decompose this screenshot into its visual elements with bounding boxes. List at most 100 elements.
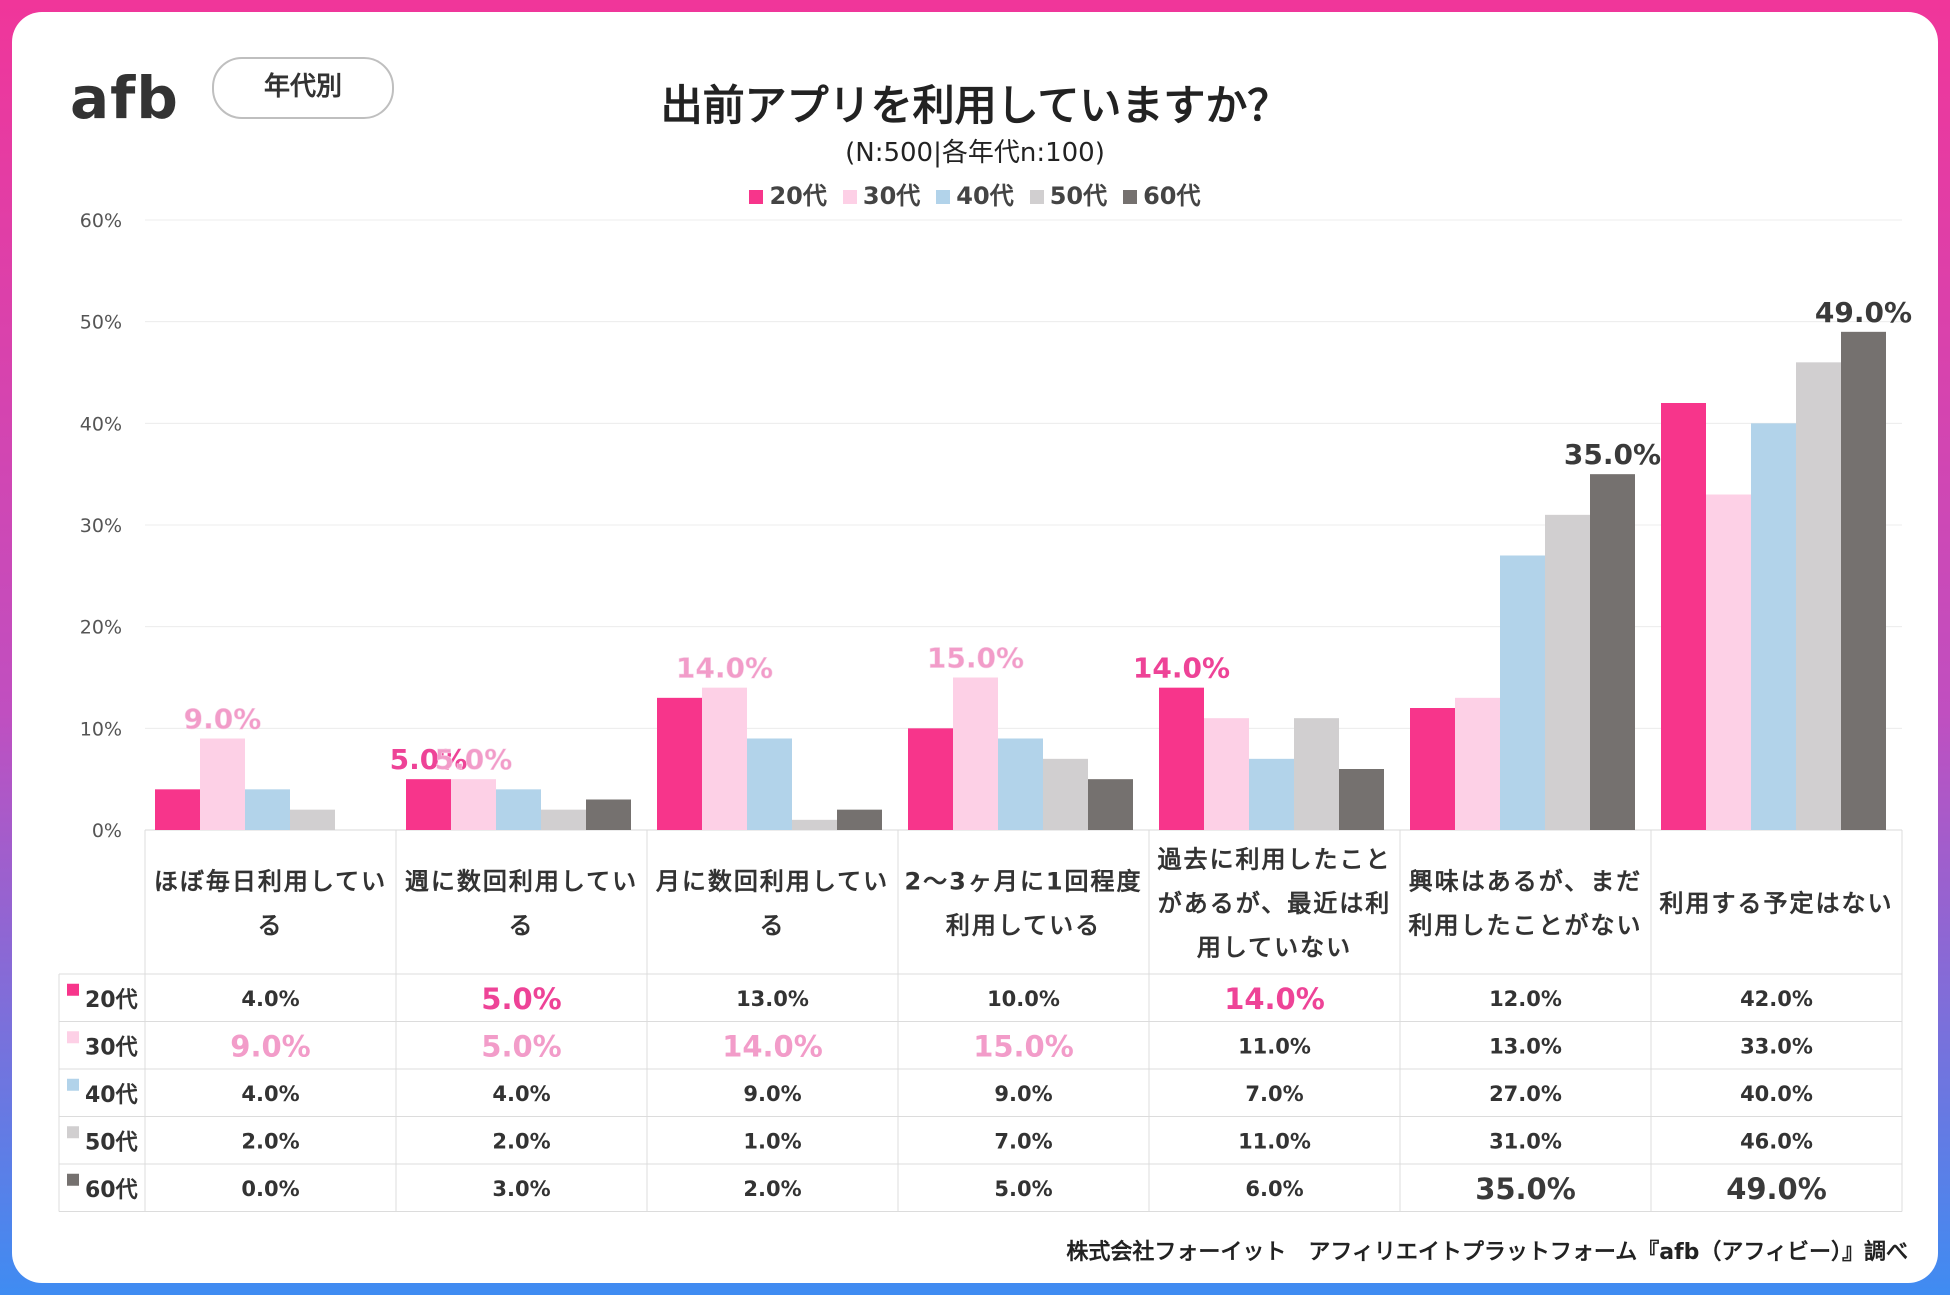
chart-card: afb 年代別 出前アプリを利用していますか？ (N:500|各年代n:100)…: [12, 12, 1938, 1283]
table-row-label: 40代: [85, 1083, 138, 1108]
category-label: る: [509, 912, 535, 940]
table-cell: 9.0%: [230, 1029, 310, 1063]
bar-40代: [496, 789, 541, 830]
table-cell: 13.0%: [736, 987, 809, 1011]
table-cell: 14.0%: [722, 1029, 823, 1063]
bar-20代: [1410, 708, 1455, 830]
legend-item-20代: 20代: [749, 176, 827, 211]
category-label: 利用している: [946, 912, 1101, 940]
legend-item-30代: 30代: [842, 176, 920, 211]
category-label: があるが、最近は利: [1158, 890, 1392, 918]
table-cell: 40.0%: [1740, 1082, 1813, 1106]
category-label: ほぼ毎日利用してい: [154, 868, 387, 896]
table-cell: 7.0%: [994, 1129, 1052, 1153]
bar-50代: [290, 809, 335, 830]
table-cell: 4.0%: [241, 987, 299, 1011]
bar-60代: [1841, 331, 1886, 830]
table-cell: 12.0%: [1489, 987, 1562, 1011]
bar-30代: [702, 687, 747, 830]
legend: 20代 30代 40代 50代 60代: [12, 176, 1938, 211]
table-cell: 5.0%: [481, 982, 561, 1016]
bar-60代: [1339, 769, 1384, 830]
bar-30代: [200, 738, 245, 830]
bar-60代: [586, 799, 631, 830]
bar-50代: [1043, 758, 1088, 830]
legend-swatch: [1123, 190, 1138, 204]
legend-item-40代: 40代: [936, 176, 1014, 211]
table-row-label: 30代: [85, 1035, 138, 1060]
legend-swatch: [1029, 190, 1044, 204]
y-tick-label: 10%: [80, 718, 122, 740]
y-tick-label: 30%: [80, 515, 122, 537]
legend-label: 60代: [1143, 182, 1201, 210]
bar-20代: [1661, 403, 1706, 830]
bar-30代: [953, 677, 998, 830]
bar-60代: [837, 809, 882, 830]
bar-40代: [998, 738, 1043, 830]
bar-50代: [1796, 362, 1841, 830]
legend-label: 40代: [956, 182, 1014, 210]
y-tick-label: 60%: [80, 210, 122, 232]
table-swatch-40代: [67, 1078, 79, 1091]
table-cell: 5.0%: [481, 1029, 561, 1063]
data-label: 14.0%: [1133, 652, 1230, 685]
legend-label: 50代: [1049, 182, 1108, 210]
category-label: 2～3ヶ月に1回程度: [904, 868, 1142, 896]
age-group-tag: 年代別: [212, 57, 394, 119]
table-cell: 13.0%: [1489, 1034, 1562, 1058]
category-label: 過去に利用したこと: [1158, 846, 1392, 874]
bar-60代: [1590, 474, 1635, 830]
chart-title: 出前アプリを利用していますか？: [660, 81, 1290, 130]
data-label: 5.0%: [435, 743, 513, 776]
data-label: 9.0%: [184, 703, 262, 736]
bar-20代: [1159, 687, 1204, 830]
category-label: 月に数回利用してい: [655, 868, 889, 896]
category-label: る: [258, 912, 284, 940]
table-cell: 6.0%: [1245, 1177, 1303, 1201]
bar-40代: [1500, 555, 1545, 830]
table-cell: 4.0%: [241, 1082, 299, 1106]
table-cell: 2.0%: [241, 1129, 299, 1153]
legend-label: 20代: [769, 182, 827, 210]
y-tick-label: 0%: [92, 820, 122, 842]
table-cell: 2.0%: [743, 1177, 801, 1201]
category-label: 週に数回利用してい: [405, 868, 638, 896]
bar-30代: [451, 779, 496, 830]
bar-20代: [657, 697, 702, 830]
table-cell: 9.0%: [994, 1082, 1052, 1106]
bar-60代: [1088, 779, 1133, 830]
bar-40代: [1249, 758, 1294, 830]
bar-40代: [245, 789, 290, 830]
table-swatch-30代: [67, 1031, 79, 1044]
data-label: 5.0%: [390, 743, 468, 776]
category-label: 興味はあるが、まだ: [1409, 868, 1643, 896]
bar-20代: [406, 779, 451, 830]
table-cell: 14.0%: [1224, 982, 1325, 1016]
table-cell: 27.0%: [1489, 1082, 1562, 1106]
table-cell: 11.0%: [1238, 1034, 1311, 1058]
bar-30代: [1204, 718, 1249, 830]
table-cell: 7.0%: [1245, 1082, 1303, 1106]
logo-text: afb: [70, 64, 179, 132]
afb-logo: afb: [70, 64, 179, 132]
bar-30代: [1706, 494, 1751, 830]
table-row-label: 20代: [85, 988, 138, 1013]
table-cell: 46.0%: [1740, 1129, 1813, 1153]
table-swatch-50代: [67, 1126, 79, 1139]
category-label: 利用する予定はない: [1660, 890, 1894, 918]
table-cell: 4.0%: [492, 1082, 550, 1106]
bar-50代: [1545, 514, 1590, 830]
bar-40代: [747, 738, 792, 830]
bar-50代: [792, 819, 837, 830]
category-label: る: [760, 912, 786, 940]
table-cell: 15.0%: [973, 1029, 1074, 1063]
bar-30代: [1455, 697, 1500, 830]
legend-item-50代: 50代: [1029, 176, 1108, 211]
table-cell: 31.0%: [1489, 1129, 1562, 1153]
table-cell: 3.0%: [492, 1177, 550, 1201]
source-credit: 株式会社フォーイット アフィリエイトプラットフォーム『afb（アフィビー）』調べ: [1066, 1240, 1908, 1265]
table-cell: 0.0%: [241, 1177, 299, 1201]
table-cell: 5.0%: [994, 1177, 1052, 1201]
table-cell: 42.0%: [1740, 987, 1813, 1011]
bar-50代: [1294, 718, 1339, 830]
